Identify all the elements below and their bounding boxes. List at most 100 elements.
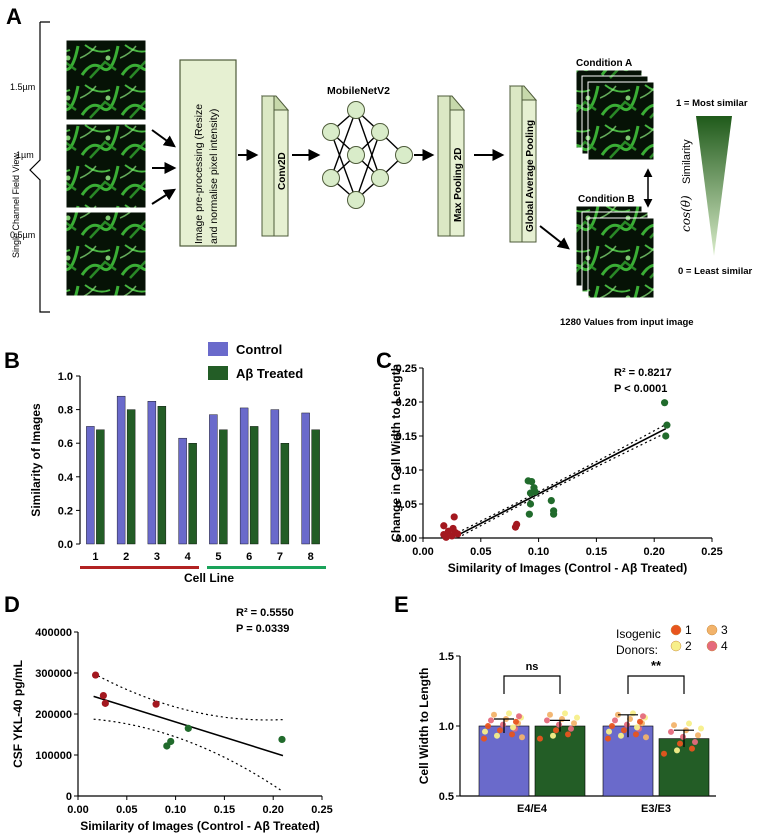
gap-label: Global Average Pooling [525, 120, 536, 232]
donor-dot [624, 721, 630, 728]
donor-dot [621, 727, 627, 734]
legend-label: Control [236, 342, 282, 357]
donor-dot [547, 711, 553, 718]
donor-dot [556, 721, 562, 728]
scatter-point-red [91, 671, 100, 679]
scatter-point-red [99, 691, 107, 700]
panel-e: E 0.5 1.0 1.5 Cell Width to Length E4/E4 ns E3… [394, 592, 728, 815]
y-tick-label: 1.0 [439, 721, 454, 733]
maxpool-label: Max Pooling 2D [453, 148, 464, 222]
scatter-point-green [525, 510, 533, 518]
conv-label: Conv2D [277, 152, 288, 190]
network-node [347, 146, 365, 164]
bar-control [239, 407, 249, 545]
donor-dot [481, 735, 487, 742]
network-node [371, 169, 389, 187]
donor-dot [562, 710, 568, 717]
scale-label-3: 0.5µm [10, 230, 35, 240]
bar-control [178, 437, 187, 545]
condition-a-image-3 [587, 81, 655, 161]
network-node [322, 169, 340, 187]
donor-dot [677, 740, 683, 747]
preprocess-label-line2: and normalise pixel intensity) [208, 109, 220, 244]
donor-dot [488, 717, 494, 724]
r-squared-label: R² = 0.5550 [236, 607, 294, 619]
x-tick-label: 0.00 [412, 546, 433, 558]
conv-front [273, 109, 289, 237]
scatter-point-green [526, 500, 535, 508]
bar-treated [188, 443, 197, 545]
donor-legend-label: 1 [685, 623, 692, 637]
gap-side [509, 85, 523, 243]
significance-label: ns [526, 661, 539, 673]
panel-label-b: B [4, 348, 20, 373]
donor-dot [643, 734, 649, 741]
x-tick-label: 1 [92, 551, 98, 563]
network-node [347, 191, 365, 209]
x-tick-label: E3/E3 [641, 803, 671, 815]
panel-c: C 0.000.050.100.150.200.250.00 0.05 0.10 0.… [376, 348, 723, 575]
similarity-wedge [696, 116, 732, 256]
y-tick-label: 200000 [35, 709, 72, 721]
donor-dot [680, 733, 686, 740]
donor-dot [500, 721, 506, 728]
donor-dot [661, 750, 667, 757]
micrograph-3 [65, 211, 147, 297]
x-tick-label: 0.05 [116, 804, 137, 816]
x-axis-label: Similarity of Images (Control - Aβ Treat… [80, 819, 320, 833]
bar-treated [126, 409, 136, 545]
donor-dot [482, 728, 488, 735]
donor-legend-label: 4 [721, 639, 728, 653]
p-value-label: P = 0.0339 [236, 623, 289, 635]
y-tick-label: 0.20 [396, 397, 417, 409]
bar-control [301, 412, 310, 545]
donor-dot [637, 718, 643, 725]
field-view-brace [29, 21, 50, 313]
chart-c: 0.00 0.05 0.10 0.15 0.20 0.25 0.00 0.05 0.10 0.15… [389, 363, 723, 575]
donor-dot [698, 725, 704, 732]
bar-control [116, 395, 126, 545]
micrograph-2 [65, 123, 147, 209]
y-tick-label: 0.10 [396, 465, 417, 477]
scatter-point-green [531, 488, 539, 496]
scatter-point-red [454, 530, 462, 538]
bar-control [86, 426, 95, 545]
donor-dot [509, 731, 515, 738]
donor-dot [612, 717, 618, 724]
y-tick-label: 0.15 [396, 431, 417, 443]
donor-dot [571, 720, 577, 727]
confidence-band-upper [93, 672, 283, 721]
donor-dot [494, 732, 500, 739]
scatter-point-red [152, 700, 160, 708]
donor-dot [568, 725, 574, 732]
fit-line [457, 428, 667, 536]
x-tick-label: 4 [185, 551, 192, 563]
donor-dot [618, 732, 624, 739]
chart-e: 0.5 1.0 1.5 Cell Width to Length E4/E4 ns E3/E… [417, 623, 728, 815]
bar-treated [534, 725, 586, 797]
panel-a: A Single Channel Field View 1.5µm 1µm 0.… [6, 4, 752, 328]
x-axis-label: Cell Line [184, 571, 234, 585]
panel-label-e: E [394, 592, 409, 617]
chart-d: 0 100000 200000 300000 400000 0.00 0.05 0.10 0.1… [11, 607, 333, 833]
bar-treated [157, 406, 167, 545]
x-tick-label: 6 [246, 551, 252, 563]
donor-dot [550, 732, 556, 739]
donor-dot [695, 732, 701, 739]
donor-dot [671, 722, 677, 729]
x-axis-label: Similarity of Images (Control - Aβ Treat… [448, 561, 688, 575]
condition-b-image-3 [587, 217, 655, 299]
least-similar-label: 0 = Least similar [678, 266, 752, 277]
donor-dot [553, 727, 559, 734]
scatter-point-green [663, 421, 671, 429]
x-tick-label: 0.05 [470, 546, 491, 558]
y-axis-label: Similarity of Images [29, 403, 43, 517]
panel-b: B 0.0 0.2 0.4 0.6 0.8 1.0 Similarity of Images… [4, 342, 326, 585]
y-tick-label: 0.8 [58, 405, 73, 417]
maxpool-side [437, 95, 451, 237]
significance-bracket [503, 675, 561, 694]
y-tick-label: 400000 [35, 627, 72, 639]
donor-dot [605, 735, 611, 742]
donor-dot [633, 731, 639, 738]
